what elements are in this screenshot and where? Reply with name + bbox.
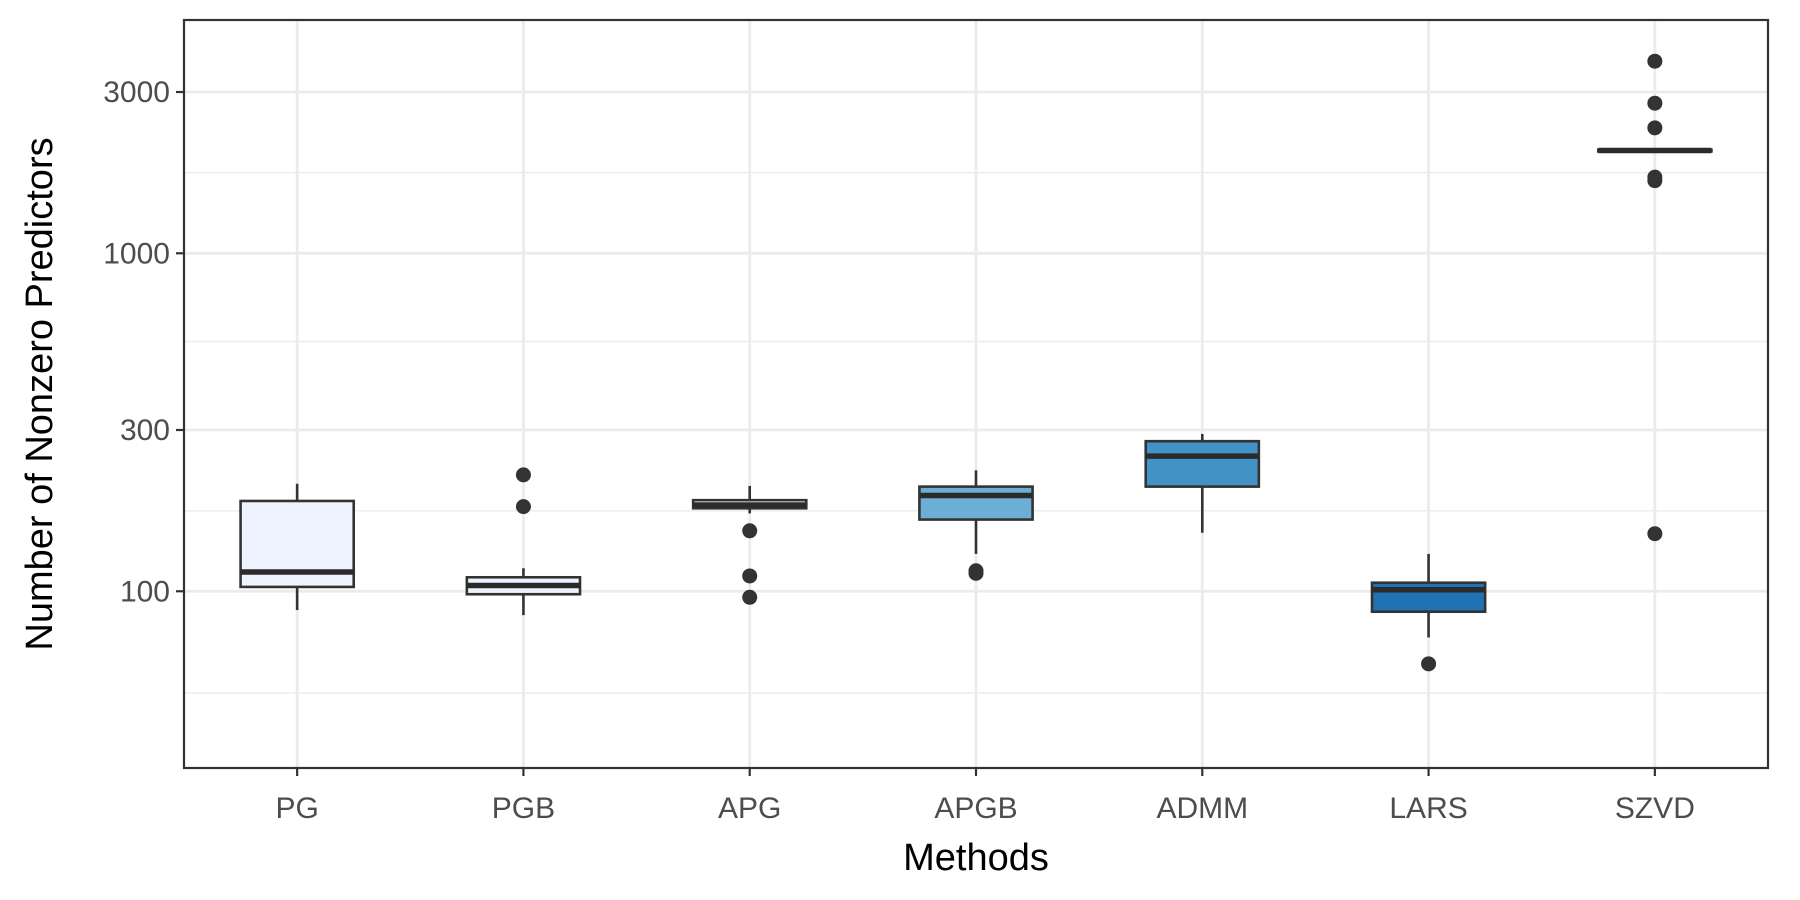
- box-apg: [691, 485, 808, 605]
- x-axis-title: Methods: [903, 837, 1049, 879]
- outlier-point: [1647, 53, 1663, 69]
- box-apgb: [918, 470, 1034, 581]
- outlier-point: [1647, 95, 1663, 111]
- x-tick-label: PG: [275, 792, 318, 825]
- outlier-point: [1647, 120, 1663, 136]
- y-tick-label: 100: [120, 575, 170, 608]
- boxes: [239, 53, 1713, 672]
- outlier-point: [742, 568, 758, 584]
- axes: 100 300 1000 3000 PG PGB APG APGB ADMM LARS SZVD: [103, 76, 1695, 825]
- box-admm: [1144, 433, 1261, 533]
- x-tick-label: PGB: [492, 792, 555, 825]
- iqr-box: [918, 485, 1034, 521]
- grid-lines: [184, 20, 1768, 768]
- outlier-point: [1421, 656, 1437, 672]
- iqr-box: [1144, 439, 1261, 488]
- box-pgb: [465, 467, 582, 616]
- outlier-point: [1647, 173, 1663, 189]
- x-tick-label: APG: [718, 792, 781, 825]
- outlier-point: [968, 563, 984, 579]
- y-tick-label: 3000: [103, 76, 170, 109]
- x-tick-label: LARS: [1389, 792, 1467, 825]
- outlier-point: [1647, 526, 1663, 542]
- outlier-point: [742, 523, 758, 539]
- outlier-point: [515, 467, 531, 483]
- y-axis-title: Number of Nonzero Predictors: [19, 137, 61, 650]
- box-lars: [1370, 553, 1487, 672]
- y-tick-label: 300: [120, 414, 170, 447]
- y-tick-label: 1000: [103, 237, 170, 270]
- x-tick-label: SZVD: [1615, 792, 1695, 825]
- outlier-point: [515, 499, 531, 515]
- outlier-point: [742, 589, 758, 605]
- x-tick-label: APGB: [934, 792, 1017, 825]
- x-tick-label: ADMM: [1156, 792, 1248, 825]
- box-pg: [239, 483, 356, 611]
- box-szvd: [1596, 53, 1713, 542]
